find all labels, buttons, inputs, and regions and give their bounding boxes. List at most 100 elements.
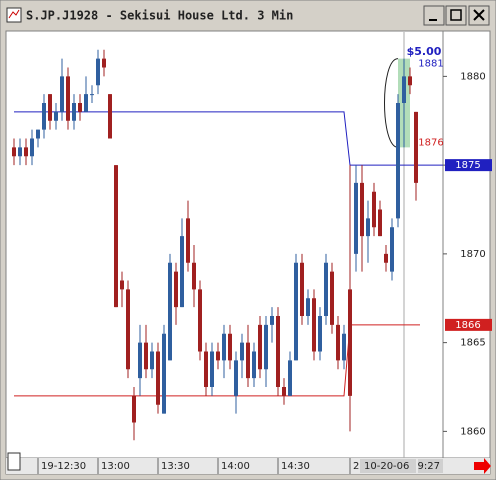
candle-body [348,289,352,396]
candle-body [198,289,202,352]
x-tick-label: 14:00 [221,461,250,472]
cursor-date-box [360,459,416,473]
candle-body [204,351,208,387]
candle-body [18,147,22,157]
candle-body [282,387,286,396]
candle-body [234,360,238,396]
candle-body [48,94,52,121]
candle-body [84,94,88,112]
price-marker-label: 1875 [455,160,480,171]
scroll-arrow[interactable] [474,458,491,474]
candle-body [114,165,118,308]
price-marker [445,318,492,331]
candle-body [378,209,382,237]
candle-body [162,333,166,414]
candle-body [390,227,394,272]
candle-body [120,280,124,290]
candle-body [12,147,16,157]
candle-body [150,351,154,370]
plot: 1860 1865 1870 1875 1880 19-12:30 13:00 13:30 14… [12,32,492,474]
candle-body [108,94,112,139]
x-tick-label: 13:00 [101,461,130,472]
candle-body [174,271,178,308]
candle-body [372,191,376,228]
price-marker-label: 1866 [455,320,480,331]
candle-body [54,111,58,121]
candle-body [366,218,370,237]
candle-body [324,262,328,316]
candle-body [402,76,406,103]
candle-body [132,395,136,423]
candle-body [330,271,334,325]
candle-body [138,342,142,379]
x-tick-label: 19-12:30 [41,461,86,472]
candle-body [270,316,274,325]
candle-body [42,103,46,130]
candle-body [72,103,76,121]
reference-line [14,324,420,397]
y-tick-label: 1860 [460,426,485,437]
minimize-button[interactable] [423,5,445,26]
y-tick-label: 1870 [460,249,485,260]
candle-body [102,58,106,68]
candle-body [240,342,244,361]
candle-body [210,351,214,387]
range-bracket [384,58,399,148]
candle-body [90,94,94,96]
candle-body [396,103,400,219]
candle-body [156,351,160,405]
candle-body [36,129,40,139]
candle-body [300,262,304,316]
candle-body [168,262,172,361]
candle-body [216,351,220,361]
candle-body [264,324,268,370]
title-bar [3,3,493,28]
candle-body [30,138,34,157]
range-high-label: 1881 [418,59,443,70]
app-icon-glyph [8,9,20,19]
candle-body [360,182,364,237]
candle-body [276,316,280,387]
cursor-time: 9:27 [418,461,440,472]
candle-body [66,76,70,121]
candle-body [180,236,184,308]
x-tick-label: 2 [353,461,359,472]
candle-body [336,324,340,361]
candle-body [228,333,232,361]
candle-body [222,333,226,361]
candle-body [78,103,82,112]
candle-body [246,342,250,379]
candle-body [96,58,100,86]
maximize-button[interactable] [445,5,467,26]
candle-body [414,111,418,183]
candle-body [306,298,310,316]
maximize-glyph [450,9,462,21]
app-icon [6,7,22,23]
candle-body [288,360,292,396]
candle-body [186,218,190,263]
candle-body [258,324,262,370]
chart-panel [5,30,491,475]
cursor-time-box [418,459,443,473]
candle-body [60,76,64,112]
candle-body [312,298,316,352]
candle-body [24,147,28,157]
x-tick-label: 14:30 [281,461,310,472]
candle-body [192,262,196,290]
candle-body [252,351,256,379]
candle-body [318,316,322,352]
window-title: S.JP.J1928 - Sekisui House Ltd. 3 Min [26,9,293,23]
x-tick-label: 13:30 [161,461,190,472]
candle-body [342,333,346,361]
y-tick-label: 1865 [460,338,485,349]
candle-body [384,253,388,263]
cursor-date: 10-20-06 [364,461,409,472]
range-low-label: 1876 [418,137,443,148]
window-buttons [423,5,490,26]
scroll-box[interactable] [7,452,21,471]
close-glyph [473,9,485,21]
range-label: $5.00 [407,45,442,58]
candle-body [294,262,298,361]
candle-body [408,76,412,86]
